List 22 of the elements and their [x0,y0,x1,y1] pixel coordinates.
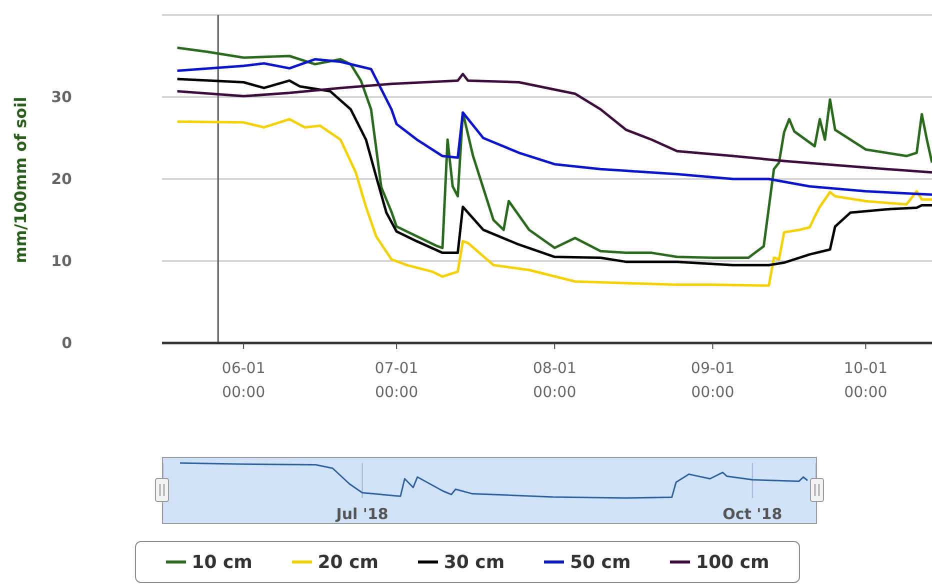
x-tick-label: Jul '18 [335,505,388,523]
y-tick-label: 0 [62,334,72,352]
legend-label: 20 cm [318,552,379,572]
line-series [176,72,932,174]
x-tick-label: 06-01 00:00 [222,359,266,401]
line-series [176,58,932,196]
y-tick-label: 20 [51,170,72,188]
x-tick-label: 10-01 00:00 [844,359,888,401]
y-axis-title: mm/100mm of soil [11,96,30,264]
y-tick-label: 10 [51,252,72,270]
legend-label: 50 cm [570,552,631,572]
line-series [176,118,932,287]
x-tick-label: 07-01 00:00 [374,359,418,401]
legend-label: 30 cm [444,552,505,572]
legend-label: 100 cm [696,552,770,572]
x-tick-label: Oct '18 [722,505,782,523]
line-series [176,46,932,259]
line-series [176,78,932,266]
x-tick-label: 09-01 00:00 [690,359,735,401]
x-tick-label: 08-01 00:00 [532,359,576,401]
legend-label: 10 cm [192,552,252,572]
y-tick-label: 30 [51,88,72,106]
